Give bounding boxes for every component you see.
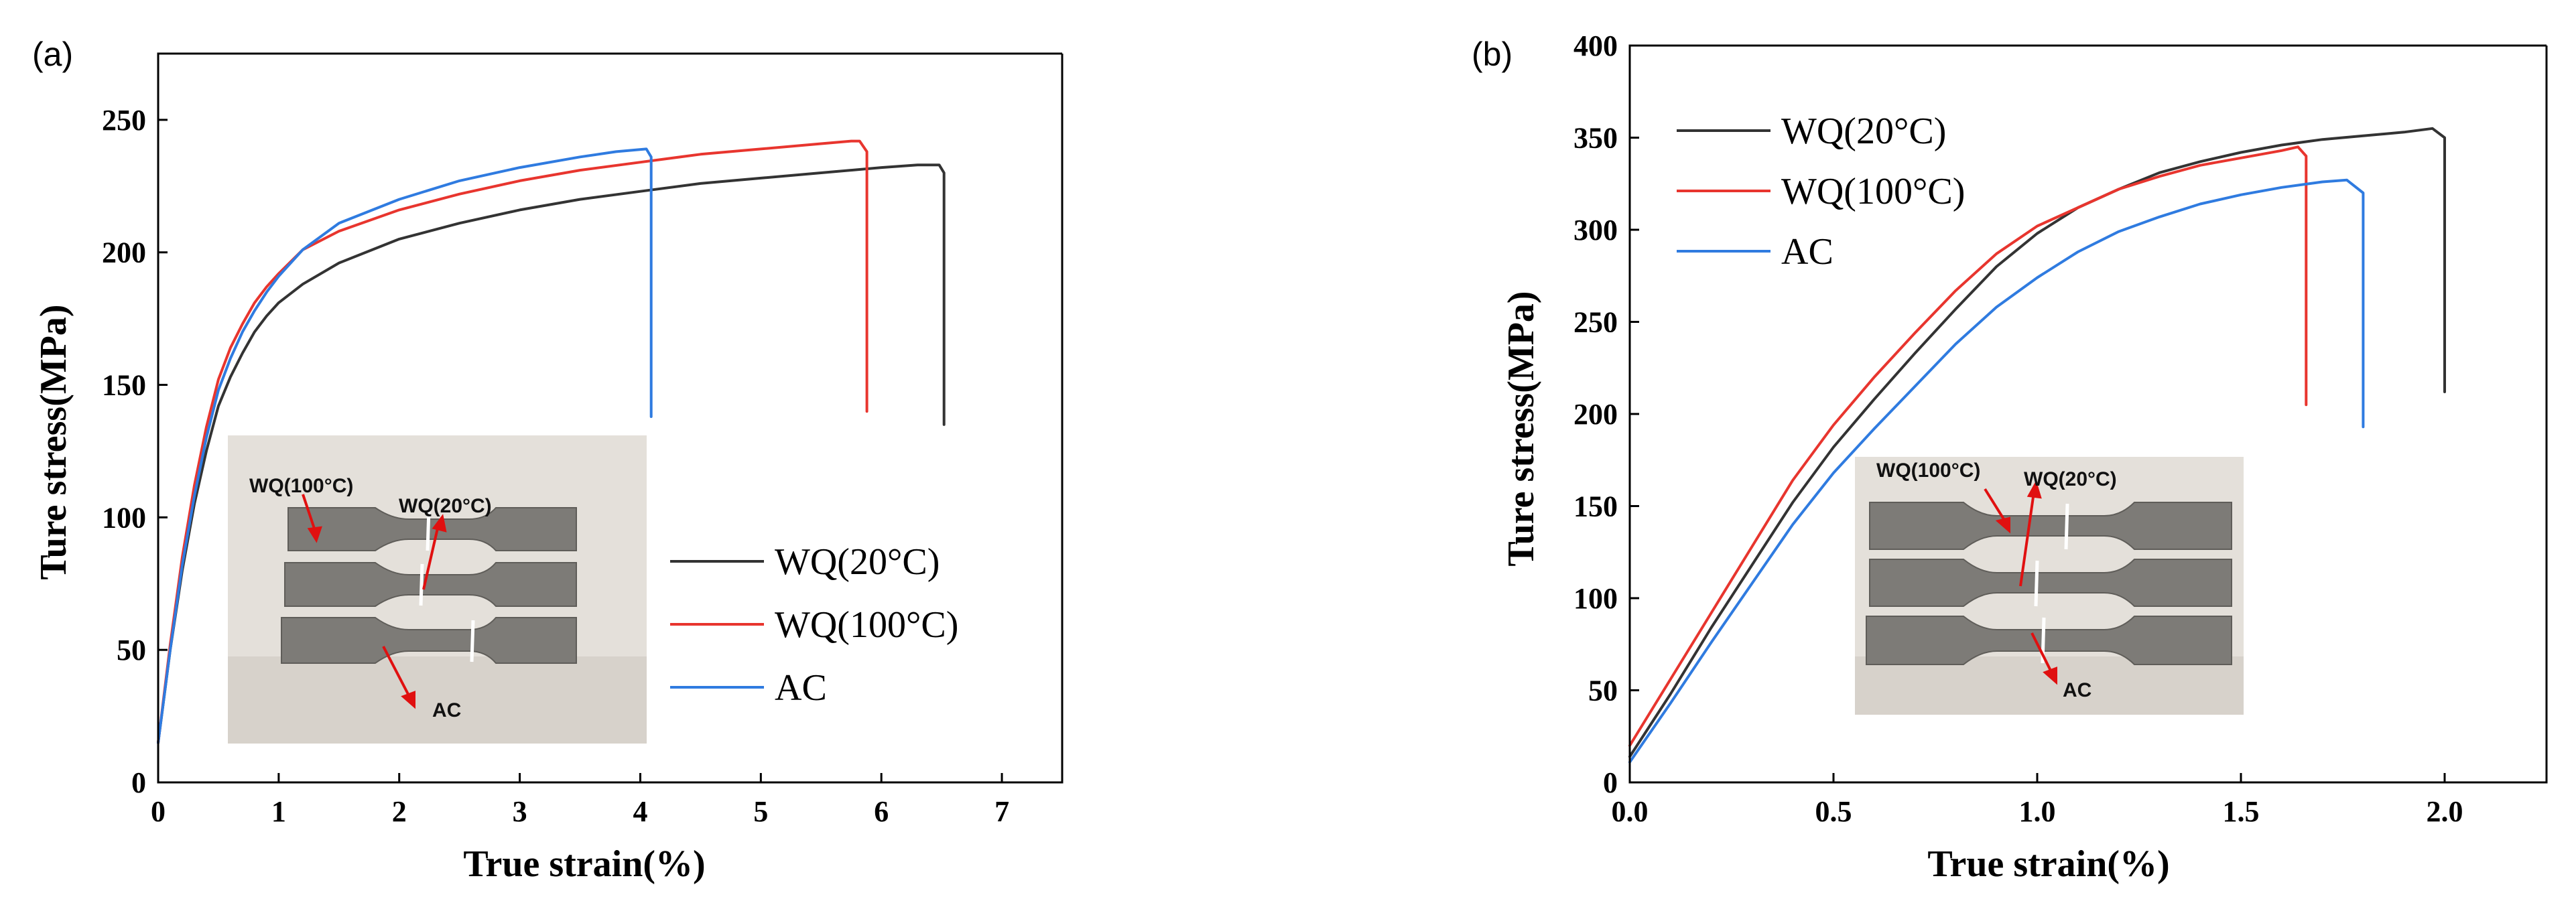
photo-arrows: [1984, 480, 2057, 685]
x-tick-label: 1.5: [2223, 795, 2260, 828]
x-tick-label: 7: [994, 795, 1009, 828]
specimen-top: [1869, 502, 2232, 550]
fracture-middle: [419, 563, 424, 606]
arrow-wq20: [2019, 492, 2035, 587]
y-tick-label: 200: [1573, 398, 1618, 431]
specimen-middle: [1869, 559, 2232, 607]
y-tick-label: 400: [1573, 29, 1618, 62]
x-tick-label: 3: [513, 795, 527, 828]
panel-b-y-axis-title: Ture stress(MPa): [1500, 291, 1542, 566]
photo-label-ac: AC: [432, 699, 461, 721]
fracture-top: [2064, 503, 2069, 550]
series-line-ac: [1628, 178, 2365, 764]
x-tick-label: 2: [392, 795, 407, 828]
arrow-ac: [382, 646, 411, 699]
arrow-ac: [2031, 632, 2053, 674]
arrow-wq20-head: [2026, 480, 2042, 499]
fracture-top: [426, 508, 431, 551]
fracture-middle: [2034, 560, 2039, 607]
series-line-ac: [157, 147, 653, 744]
specimen-bottom: [281, 617, 577, 664]
panel-b-legend: WQ(20°C) WQ(100°C) AC: [1677, 111, 1965, 273]
panel-b-series-group: [1628, 127, 2446, 764]
x-tick-label: 4: [633, 795, 647, 828]
y-tick-label: 50: [1588, 675, 1618, 707]
x-tick-label: 0.0: [1612, 795, 1649, 828]
x-tick-label: 2.0: [2427, 795, 2463, 828]
photo-table-shade: [228, 656, 647, 744]
panel-b-axes: 0.0 0.5 1.0 1.5 2.0 0 50 100 150 200 250 300 350 400: [1573, 29, 2548, 828]
photo-label-wq20: WQ(20°C): [2024, 468, 2117, 490]
photo-label-wq100: WQ(100°C): [1876, 460, 1980, 482]
series-line-wq-100-c: [1628, 145, 2308, 747]
arrow-wq100-head: [307, 526, 322, 543]
legend-label: AC: [1781, 231, 1833, 273]
panel-b-specimen-photo: WQ(100°C) WQ(20°C) AC: [1855, 457, 2244, 715]
y-tick-label: 0: [1603, 766, 1618, 799]
arrow-wq100-head: [1995, 516, 2010, 534]
arrow-ac-head: [401, 691, 415, 709]
y-tick-label: 350: [1573, 122, 1618, 155]
panel-b-x-axis-title: True strain(%): [1927, 843, 2169, 885]
specimen-strips: [281, 507, 577, 664]
y-tick-label: 150: [102, 369, 146, 402]
y-tick-label: 100: [1573, 582, 1618, 615]
panel-b-label: (b): [1472, 36, 1512, 73]
arrow-ac-head: [2043, 667, 2057, 685]
x-tick-label: 0.5: [1815, 795, 1852, 828]
legend-label: WQ(20°C): [1781, 111, 1946, 152]
arrow-wq20: [422, 522, 440, 590]
fracture-gaps: [419, 508, 475, 662]
y-tick-label: 0: [131, 766, 146, 799]
specimen-bottom: [1866, 616, 2232, 665]
legend-label: WQ(100°C): [1781, 171, 1965, 212]
panel-a-label: (a): [32, 36, 73, 73]
panel-a-y-axis-title: Ture stress(MPa): [33, 304, 74, 579]
x-tick-label: 5: [753, 795, 768, 828]
legend-label: WQ(100°C): [775, 604, 958, 646]
arrow-wq100: [1984, 488, 2006, 522]
panel-a: (a): [32, 36, 1064, 885]
y-tick-label: 300: [1573, 214, 1618, 247]
y-tick-label: 150: [1573, 490, 1618, 523]
x-tick-label: 0: [151, 795, 166, 828]
photo-label-wq20: WQ(20°C): [399, 495, 492, 517]
panel-a-series-group: [157, 139, 946, 744]
arrow-wq20-head: [432, 514, 447, 533]
panel-a-axes: 0 1 2 3 4 5 6 7 0 50 100 150 200 250: [102, 52, 1064, 828]
photo-arrows: [302, 494, 447, 709]
x-tick-label: 6: [874, 795, 889, 828]
fracture-bottom: [470, 620, 475, 662]
y-tick-label: 50: [117, 634, 146, 667]
specimen-strips: [1866, 502, 2232, 665]
photo-label-ac: AC: [2063, 679, 2091, 701]
panel-a-specimen-photo: WQ(100°C) WQ(20°C) AC: [228, 435, 647, 744]
x-tick-label: 1: [271, 795, 286, 828]
specimen-middle: [284, 562, 577, 607]
x-tick-label: 1.0: [2019, 795, 2056, 828]
panel-b: (b) WQ(100°C): [1472, 29, 2548, 885]
y-tick-label: 250: [102, 104, 146, 137]
y-tick-label: 100: [102, 501, 146, 534]
series-line-wq-100-c: [157, 139, 868, 744]
arrow-wq100: [302, 494, 316, 531]
series-line-wq-20-c: [157, 163, 946, 744]
photo-label-wq100: WQ(100°C): [249, 475, 353, 497]
legend-label: AC: [775, 667, 827, 709]
panel-a-x-axis-title: True strain(%): [463, 843, 705, 885]
panel-a-legend: WQ(20°C) WQ(100°C) AC: [670, 541, 958, 709]
legend-label: WQ(20°C): [775, 541, 940, 583]
y-tick-label: 250: [1573, 306, 1618, 339]
specimen-top: [287, 507, 577, 551]
y-tick-label: 200: [102, 236, 146, 269]
